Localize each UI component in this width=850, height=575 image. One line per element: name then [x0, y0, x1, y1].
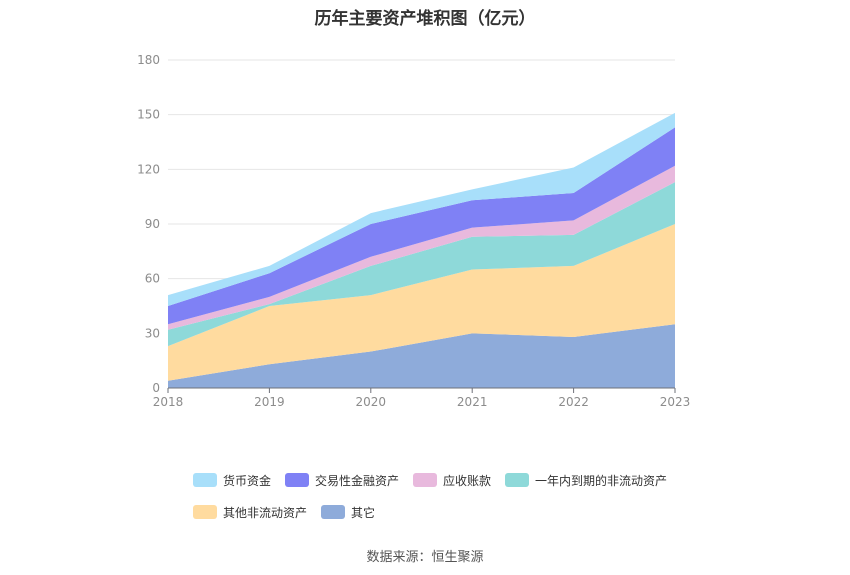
- y-tick-label-120: 120: [137, 162, 160, 176]
- legend-item[interactable]: 一年内到期的非流动资产: [505, 472, 667, 488]
- y-tick-label-60: 60: [145, 272, 160, 286]
- legend-label: 交易性金融资产: [315, 473, 400, 488]
- area-series-2: [168, 182, 675, 347]
- legend-label: 货币资金: [223, 473, 272, 488]
- legend-swatch: [505, 473, 530, 487]
- legend: 货币资金 交易性金融资产 应收账款 一年内到期的非流动资产其他非流动资产 其它: [193, 472, 713, 520]
- chart-plot: 0 30 60 90 120 150 180 2018 2019 2020 2021 2022 2023: [137, 53, 690, 409]
- legend-item[interactable]: 其他非流动资产: [193, 504, 307, 520]
- legend-swatch: [413, 473, 438, 487]
- area-series-3: [168, 165, 675, 330]
- y-tick-label-90: 90: [145, 217, 160, 231]
- x-tick-label-2023: 2023: [660, 395, 691, 409]
- y-tick-label-150: 150: [137, 108, 160, 122]
- y-tick-label-0: 0: [152, 381, 160, 395]
- legend-swatch: [285, 473, 310, 487]
- x-tick-label-2019: 2019: [254, 395, 285, 409]
- y-tick-label-180: 180: [137, 53, 160, 67]
- area-layer: [168, 112, 675, 388]
- legend-label: 其它: [351, 505, 376, 520]
- legend-item[interactable]: 交易性金融资产: [285, 472, 399, 488]
- x-tick-label-2020: 2020: [356, 395, 387, 409]
- x-tick-label-2018: 2018: [153, 395, 184, 409]
- data-source-note: 数据来源：恒生聚源: [366, 550, 484, 565]
- chart-title: 历年主要资产堆积图（亿元）: [314, 9, 536, 29]
- legend-swatch: [321, 505, 346, 519]
- legend-swatch: [193, 505, 217, 519]
- legend-item[interactable]: 应收账款: [413, 472, 491, 488]
- area-series-5: [168, 112, 675, 306]
- x-tick-label-2022: 2022: [558, 395, 589, 409]
- legend-label: 一年内到期的非流动资产: [535, 473, 668, 488]
- axis-layer: 0 30 60 90 120 150 180 2018 2019 2020 2021 2022 2023: [137, 53, 690, 409]
- legend-label: 应收账款: [443, 473, 492, 488]
- x-tick-label-2021: 2021: [457, 395, 488, 409]
- area-series-4: [168, 127, 675, 325]
- legend-swatch: [193, 473, 217, 487]
- area-series-1: [168, 224, 675, 381]
- y-tick-label-30: 30: [145, 326, 160, 340]
- legend-item[interactable]: 其它: [321, 504, 375, 520]
- legend-label: 其他非流动资产: [223, 505, 308, 520]
- area-series-0: [168, 324, 675, 388]
- legend-item[interactable]: 货币资金: [193, 472, 271, 488]
